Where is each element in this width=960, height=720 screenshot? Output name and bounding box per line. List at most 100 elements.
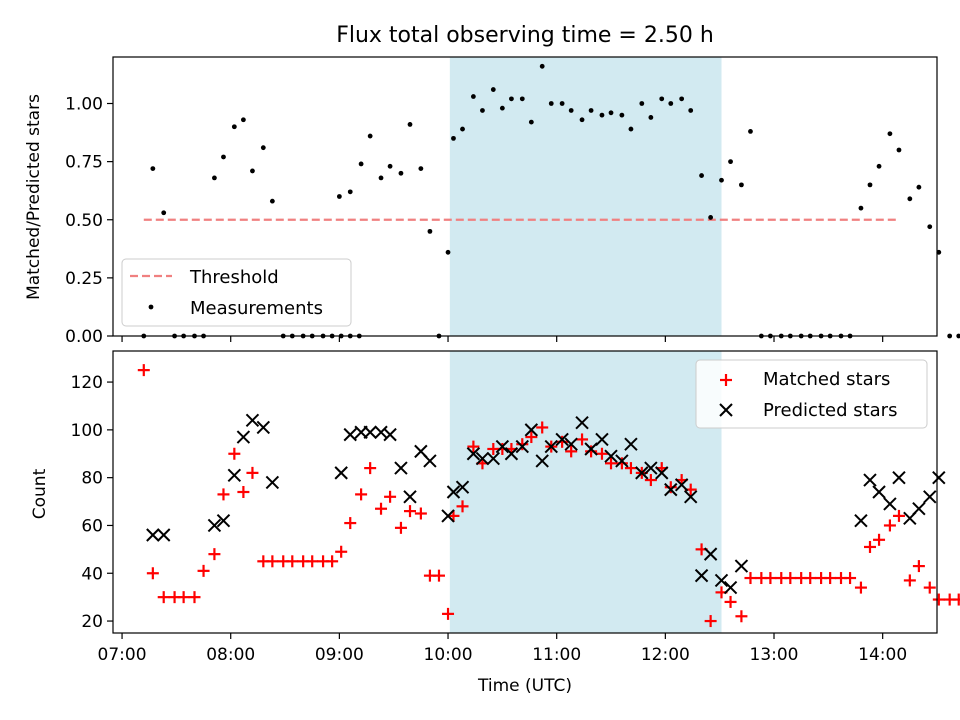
matched-star-point	[615, 457, 628, 470]
predicted-star-point	[524, 423, 539, 437]
matched-star-point	[447, 509, 460, 522]
measurement-point	[519, 96, 525, 102]
matched-star-point	[266, 555, 279, 568]
matched-star-point	[335, 545, 348, 558]
predicted-star-point	[734, 559, 749, 573]
matched-star-point	[595, 447, 608, 460]
matched-star-point	[467, 440, 480, 453]
predicted-star-point	[245, 413, 260, 428]
count-x-tick-label: 08:00	[206, 645, 255, 665]
ratio-x-ticks	[121, 336, 884, 342]
matched-star-point	[525, 431, 538, 444]
predicted-star-point	[446, 485, 461, 499]
predicted-star-point	[664, 482, 678, 497]
measurement-point	[568, 108, 574, 113]
matched-star-point	[355, 488, 368, 501]
matched-star-point	[394, 521, 407, 534]
predicted-star-point	[363, 425, 377, 439]
measurement-point	[668, 101, 674, 106]
predicted-star-point	[227, 468, 242, 482]
count-x-tick-label: 09:00	[315, 645, 364, 665]
matched-star-point	[286, 555, 299, 568]
matched-star-point	[404, 505, 417, 518]
measurement-point	[748, 129, 753, 134]
measurement-point	[460, 126, 465, 132]
count-y-tick-label: 20	[81, 612, 103, 632]
predicted-star-point	[703, 547, 718, 561]
count-x-ticks: 07:00 08:00 09:00 10:00 11:00 12:00 13:00 14:00	[98, 633, 907, 665]
measurement-point	[688, 108, 694, 113]
predicted-star-point	[615, 454, 629, 468]
measurement-point	[398, 170, 404, 176]
measurement-point	[161, 210, 167, 216]
measurement-point	[887, 131, 893, 137]
ratio-y-tick-label: 0.50	[65, 211, 103, 231]
predicted-star-point	[624, 437, 638, 451]
ratio-panel: 0.00 0.25 0.50 0.75 1.00 Matched/Predicted s…	[24, 56, 960, 347]
count-x-tick-label: 13:00	[750, 645, 799, 665]
count-panel-frame	[112, 350, 938, 634]
count-y-tick-label: 100	[71, 421, 103, 441]
measurement-point	[387, 163, 393, 169]
matched-star-point	[197, 564, 210, 577]
ratio-y-tick-label: 1.00	[65, 95, 103, 115]
measurement-point	[407, 122, 413, 127]
measurement-point	[358, 161, 364, 167]
predicted-star-point	[595, 432, 609, 447]
matched-star-point	[442, 607, 455, 620]
predicted-star-point	[256, 420, 271, 435]
measurement-point	[916, 184, 922, 190]
ratio-y-tick-label: 0.00	[65, 327, 103, 347]
predicted-legend-label: Predicted stars	[763, 400, 897, 421]
measurement-point	[221, 154, 226, 160]
predicted-star-point	[265, 475, 280, 490]
predicted-star-point	[544, 439, 558, 454]
predicted-star-point	[504, 447, 519, 461]
predicted-star-point	[575, 415, 589, 430]
matched-star-point	[384, 490, 397, 503]
count-y-tick-label: 80	[81, 469, 103, 489]
measurement-point	[679, 96, 685, 102]
predicted-star-point	[923, 490, 937, 504]
predicted-legend-swatch	[719, 403, 733, 417]
matched-legend-swatch	[720, 374, 732, 386]
matched-star-point	[137, 364, 150, 377]
predicted-star-point	[932, 470, 946, 485]
matched-star-point	[306, 555, 319, 568]
predicted-star-point	[883, 497, 897, 511]
measurement-points	[141, 63, 960, 339]
measurement-point	[559, 101, 565, 106]
predicted-star-point	[892, 470, 906, 485]
measurement-point	[708, 215, 714, 220]
measurement-point	[499, 105, 505, 111]
measurement-point	[260, 145, 266, 151]
count-x-tick-label: 11:00	[532, 645, 581, 665]
ratio-y-ticks: 0.00 0.25 0.50 0.75 1.00	[65, 95, 113, 347]
measurements-legend-label: Measurements	[190, 298, 323, 319]
measurement-point	[378, 175, 384, 181]
measurement-point	[739, 182, 744, 188]
count-x-tick-label: 14:00	[858, 645, 907, 665]
ratio-panel-frame	[112, 56, 938, 337]
ratio-y-axis-label: Matched/Predicted stars	[24, 94, 44, 300]
matched-star-point	[952, 593, 960, 606]
measurement-point	[367, 133, 373, 139]
predicted-star-point	[683, 490, 698, 504]
measurement-point	[628, 126, 634, 132]
matched-star-point	[208, 548, 221, 561]
matched-star-point	[873, 533, 886, 546]
measurement-point	[936, 249, 942, 255]
count-legend-box	[695, 359, 928, 429]
measurement-point	[619, 112, 625, 118]
predicted-star-point	[383, 427, 397, 442]
predicted-star-point	[515, 439, 529, 454]
predicted-star-point	[495, 439, 510, 454]
matched-star-point	[536, 421, 549, 434]
count-x-tick-label: 07:00	[98, 645, 147, 665]
matched-star-point	[375, 502, 388, 515]
observing-window-span	[449, 351, 722, 633]
matched-legend-label: Matched stars	[763, 369, 890, 390]
matched-star-point	[237, 486, 250, 498]
x-axis-label: Time (UTC)	[477, 676, 572, 696]
